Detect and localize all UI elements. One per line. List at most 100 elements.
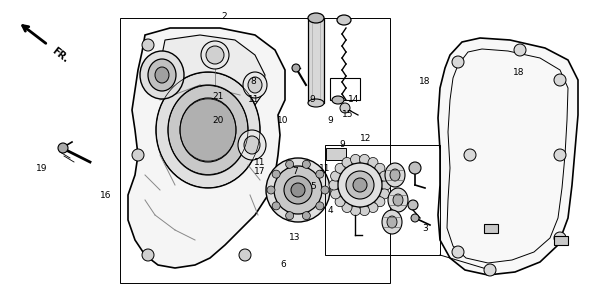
Ellipse shape [316,170,324,178]
Ellipse shape [286,160,294,168]
Ellipse shape [375,197,385,207]
Ellipse shape [346,171,374,199]
Ellipse shape [342,157,352,167]
Polygon shape [158,35,265,120]
Ellipse shape [291,183,305,197]
Ellipse shape [514,44,526,56]
Ellipse shape [132,149,144,161]
Ellipse shape [390,169,400,181]
Ellipse shape [408,200,418,210]
Ellipse shape [267,186,275,194]
Ellipse shape [359,206,369,216]
Ellipse shape [484,264,496,276]
Ellipse shape [409,162,421,174]
Ellipse shape [375,163,385,173]
Ellipse shape [330,189,340,199]
Polygon shape [128,28,285,268]
Text: 5: 5 [310,182,316,191]
Text: 10: 10 [277,116,289,125]
Bar [330,78,360,100]
Ellipse shape [393,194,403,206]
Ellipse shape [554,232,566,244]
Text: 17: 17 [254,167,266,176]
Ellipse shape [274,166,322,214]
Bar [554,236,568,245]
Ellipse shape [554,74,566,86]
Ellipse shape [266,158,330,222]
Ellipse shape [388,188,408,212]
Ellipse shape [292,64,300,72]
Bar [308,18,324,103]
Bar [484,224,498,233]
Ellipse shape [286,212,294,220]
Ellipse shape [337,15,351,25]
Text: 7: 7 [292,167,298,176]
Text: 9: 9 [339,140,345,149]
Text: 9: 9 [310,95,316,104]
Ellipse shape [206,46,224,64]
Bar [325,145,440,255]
Text: 15: 15 [342,110,354,119]
Ellipse shape [308,13,324,23]
Ellipse shape [272,202,280,210]
Ellipse shape [148,59,176,91]
Ellipse shape [284,176,312,204]
Text: 3: 3 [422,224,428,233]
Ellipse shape [201,41,229,69]
Ellipse shape [350,206,360,216]
Ellipse shape [308,99,324,107]
Ellipse shape [411,214,419,222]
Text: 13: 13 [289,233,301,242]
Ellipse shape [155,67,169,83]
Text: 20: 20 [212,116,224,125]
Ellipse shape [248,77,262,93]
Ellipse shape [180,98,236,162]
Ellipse shape [381,180,391,190]
Text: 8: 8 [251,77,257,86]
Ellipse shape [316,202,324,210]
Ellipse shape [156,72,260,188]
Ellipse shape [382,210,402,234]
Text: 11: 11 [319,164,330,173]
Text: 11: 11 [254,158,266,167]
Ellipse shape [452,56,464,68]
Ellipse shape [342,203,352,213]
Text: FR.: FR. [50,46,70,65]
Ellipse shape [332,96,344,104]
Ellipse shape [243,72,267,98]
Text: 11: 11 [248,95,260,104]
Ellipse shape [302,160,310,168]
Polygon shape [438,38,578,275]
Ellipse shape [142,39,154,51]
Ellipse shape [338,163,382,207]
Text: 6: 6 [280,260,286,269]
Ellipse shape [464,149,476,161]
Ellipse shape [140,51,184,99]
Ellipse shape [168,85,248,175]
Text: 18: 18 [513,68,525,77]
Ellipse shape [335,197,345,207]
Ellipse shape [238,130,266,160]
Ellipse shape [379,189,389,199]
Text: 14: 14 [348,95,360,104]
Text: 4: 4 [327,206,333,215]
Text: 9: 9 [327,116,333,125]
Ellipse shape [329,180,339,190]
Ellipse shape [379,171,389,181]
Ellipse shape [359,154,369,164]
Text: 18: 18 [419,77,431,86]
Text: 12: 12 [360,134,372,143]
Text: 2: 2 [221,12,227,21]
Ellipse shape [554,149,566,161]
Ellipse shape [302,212,310,220]
Text: 16: 16 [100,191,112,200]
Bar [120,18,390,283]
Ellipse shape [335,163,345,173]
Ellipse shape [321,186,329,194]
Text: 19: 19 [35,164,47,173]
Ellipse shape [353,178,367,192]
Ellipse shape [239,249,251,261]
Ellipse shape [368,157,378,167]
Ellipse shape [387,216,397,228]
Ellipse shape [142,249,154,261]
